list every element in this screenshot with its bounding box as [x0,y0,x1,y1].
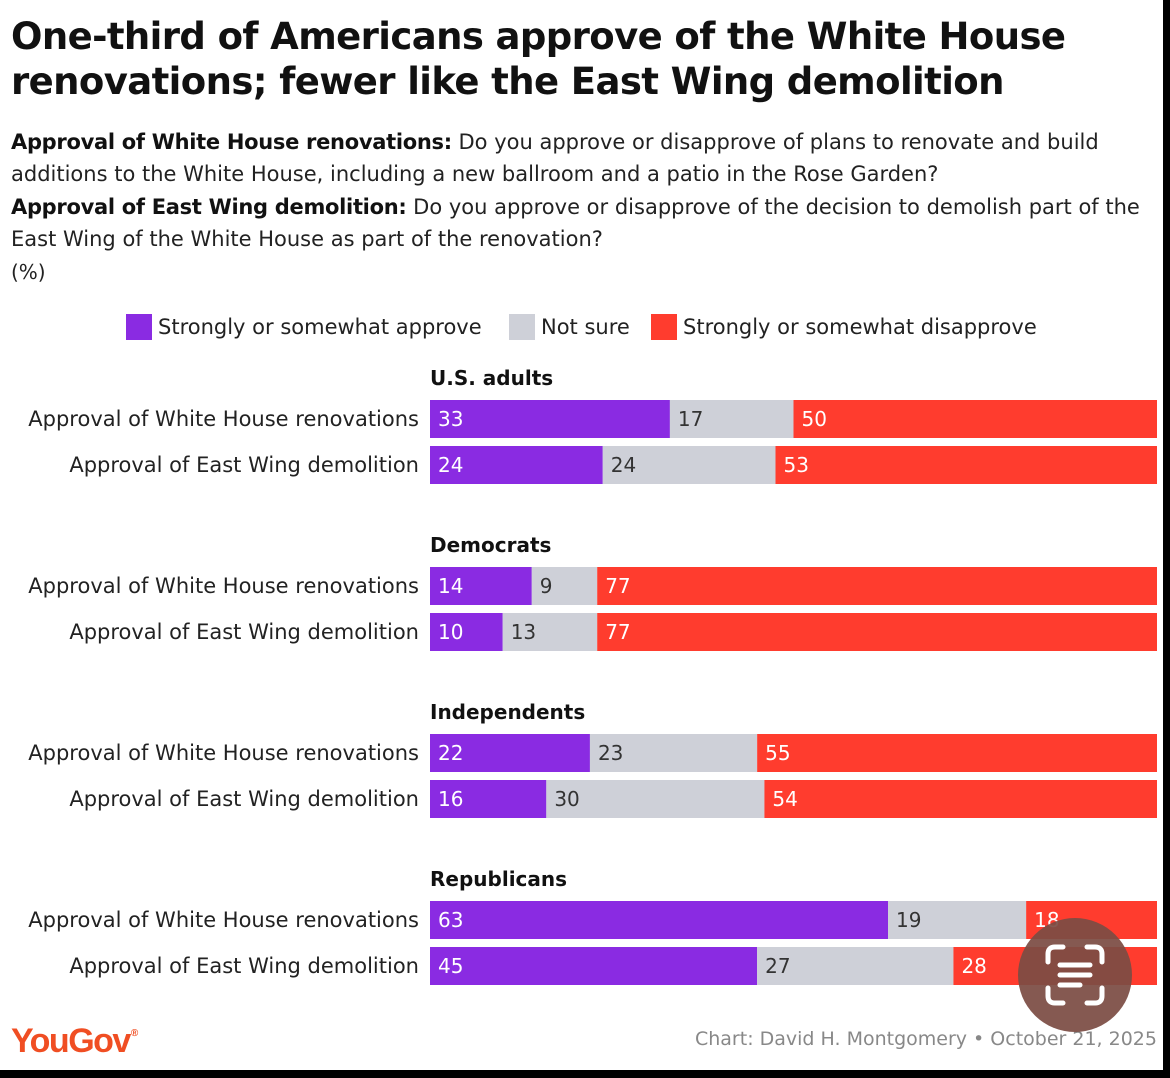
group-u-s-adults-row-2-bar-not-sure [602,446,776,484]
group-republicans-row-2-value-approve: 45 [438,954,463,978]
legend-label-not-sure: Not sure [541,315,630,339]
group-democrats-row-1-bar-approve [430,567,532,605]
group-democrats-row-2-bar-approve [430,613,503,651]
yougov-logo: YouGov® [11,1022,138,1061]
group-independents-row-2-label: Approval of East Wing demolition [69,787,419,811]
group-u-s-adults-row-1-value-approve: 33 [438,407,463,431]
legend-label-approve: Strongly or somewhat approve [158,315,482,339]
group-u-s-adults-row-2-label: Approval of East Wing demolition [69,453,419,477]
group-u-s-adults-row-1-value-disapprove: 50 [802,407,827,431]
group-independents-row-1-label: Approval of White House renovations [28,741,419,765]
group-republicans-row-1-label: Approval of White House renovations [28,908,419,932]
group-independents-row-1-value-disapprove: 55 [765,741,790,765]
yougov-logo-text: YouGov [11,1022,131,1060]
legend-item-not-sure: Not sure [509,312,630,342]
group-democrats-row-2-value-approve: 10 [438,620,463,644]
group-u-s-adults-row-2-bar-disapprove [775,446,1157,484]
group-u-s-adults-row-1-bar-not-sure [669,400,794,438]
group-republicans-row-1-bar-not-sure [888,901,1027,939]
group-republicans-row-2-value-disapprove: 28 [961,954,986,978]
group-democrats-row-2-label: Approval of East Wing demolition [69,620,419,644]
group-democrats-row-1-bar-not-sure [531,567,598,605]
group-independents-row-2-bar-disapprove [764,780,1157,818]
group-republicans-row-2-value-not-sure: 27 [765,954,790,978]
group-republicans-row-1-value-approve: 63 [438,908,463,932]
group-republicans-row-2-label: Approval of East Wing demolition [69,954,419,978]
group-u-s-adults-row-1-bar-disapprove [793,400,1157,438]
legend-item-approve: Strongly or somewhat approve [126,312,482,342]
group-independents-row-1-bar-not-sure [589,734,758,772]
group-u-s-adults-row-2-value-disapprove: 53 [784,453,809,477]
chart-credit: Chart: David H. Montgomery • October 21,… [694,1028,1157,1050]
group-republicans-row-2-bar-approve [430,947,758,985]
group-republicans-row-1-value-not-sure: 19 [896,908,921,932]
group-democrats-heading: Democrats [430,533,551,557]
group-u-s-adults-row-1-value-not-sure: 17 [678,407,703,431]
scan-text-icon [1045,944,1105,1006]
group-independents-row-2-bar-approve [430,780,547,818]
unit-label: (%) [11,260,46,284]
question-demolition-text: Do you approve or disapprove of the deci… [11,195,1140,251]
group-u-s-adults-heading: U.S. adults [430,366,553,390]
scan-text-button[interactable] [1018,918,1132,1032]
group-independents-row-2-value-approve: 16 [438,787,463,811]
group-democrats-row-2-bar-not-sure [502,613,598,651]
group-independents-row-1-value-approve: 22 [438,741,463,765]
group-independents-row-1-bar-disapprove [757,734,1157,772]
question-demolition: Approval of East Wing demolition: Do you… [11,191,1156,255]
stacked-bar-chart: U.S. adults Approval of White House renov… [28,366,1157,985]
group-u-s-adults-row-2-bar-approve [430,446,603,484]
question-renovations: Approval of White House renovations: Do … [11,126,1156,190]
group-independents-heading: Independents [430,700,585,724]
group-independents-row-2-bar-not-sure [546,780,765,818]
group-independents-row-1-bar-approve [430,734,590,772]
group-independents-row-1-value-not-sure: 23 [598,741,623,765]
group-democrats-row-2-value-not-sure: 13 [511,620,536,644]
group-democrats-row-1-value-approve: 14 [438,574,463,598]
question-demolition-label: Approval of East Wing demolition: [11,195,407,219]
group-u-s-adults-row-1-label: Approval of White House renovations [28,407,419,431]
legend-swatch-approve [126,314,152,340]
group-democrats-row-2-value-disapprove: 77 [605,620,630,644]
yougov-logo-mark: ® [130,1028,139,1039]
group-republicans-row-2-bar-not-sure [757,947,954,985]
group-democrats-row-2-bar-disapprove [597,613,1157,651]
legend-item-disapprove: Strongly or somewhat disapprove [651,312,1037,342]
group-u-s-adults-row-1-bar-approve [430,400,670,438]
group-independents-row-2-value-not-sure: 30 [554,787,579,811]
group-democrats-row-1-bar-disapprove [597,567,1157,605]
group-u-s-adults-row-2-value-not-sure: 24 [611,453,636,477]
question-renovations-label: Approval of White House renovations: [11,130,452,154]
legend-swatch-not-sure [509,314,535,340]
chart-title: One-third of Americans approve of the Wh… [11,15,1066,103]
legend-label-disapprove: Strongly or somewhat disapprove [683,315,1037,339]
group-democrats-row-1-value-disapprove: 77 [605,574,630,598]
group-independents-row-2-value-disapprove: 54 [772,787,797,811]
legend: Strongly or somewhat approve Not sure St… [0,312,1163,342]
group-republicans-heading: Republicans [430,867,567,891]
group-republicans-row-1-bar-approve [430,901,889,939]
group-u-s-adults-row-2-value-approve: 24 [438,453,463,477]
group-democrats-row-1-value-not-sure: 9 [540,574,553,598]
group-democrats-row-1-label: Approval of White House renovations [28,574,419,598]
legend-swatch-disapprove [651,314,677,340]
question-renovations-text: Do you approve or disapprove of plans to… [11,130,1099,186]
